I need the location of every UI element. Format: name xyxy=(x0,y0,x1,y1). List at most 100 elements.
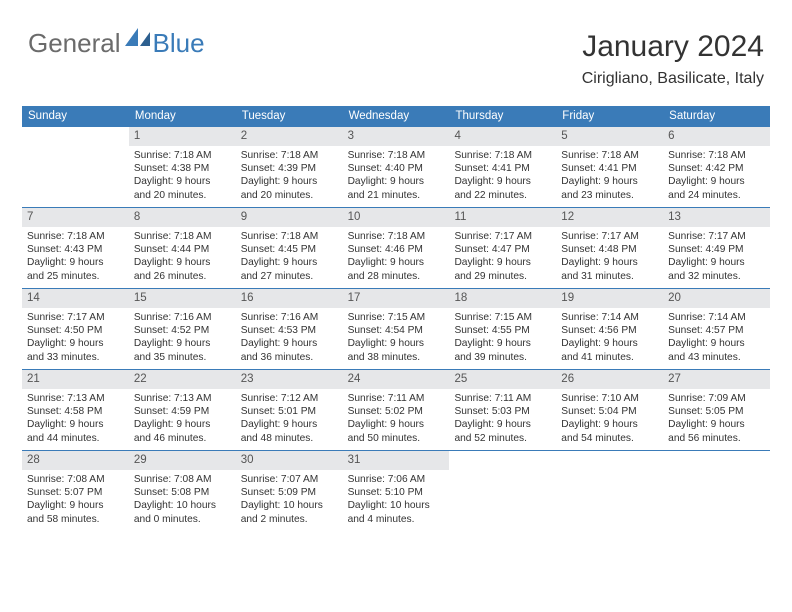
day-body: Sunrise: 7:16 AMSunset: 4:53 PMDaylight:… xyxy=(236,308,343,369)
day-line: and 0 minutes. xyxy=(134,513,231,526)
day-line: Daylight: 9 hours xyxy=(27,418,124,431)
day-line: and 27 minutes. xyxy=(241,270,338,283)
day-line: Sunrise: 7:11 AM xyxy=(348,392,445,405)
day-line: Daylight: 9 hours xyxy=(561,418,658,431)
day-body: Sunrise: 7:18 AMSunset: 4:39 PMDaylight:… xyxy=(236,146,343,207)
day-body: Sunrise: 7:18 AMSunset: 4:43 PMDaylight:… xyxy=(22,227,129,288)
day-line: and 36 minutes. xyxy=(241,351,338,364)
day-cell: 24Sunrise: 7:11 AMSunset: 5:02 PMDayligh… xyxy=(343,370,450,450)
day-cell: 16Sunrise: 7:16 AMSunset: 4:53 PMDayligh… xyxy=(236,289,343,369)
day-line: Daylight: 9 hours xyxy=(668,175,765,188)
day-line: Sunset: 4:45 PM xyxy=(241,243,338,256)
day-line: Sunrise: 7:07 AM xyxy=(241,473,338,486)
day-line: Sunset: 5:10 PM xyxy=(348,486,445,499)
day-number: 25 xyxy=(449,370,556,389)
day-line: Sunset: 4:49 PM xyxy=(668,243,765,256)
day-line: and 23 minutes. xyxy=(561,189,658,202)
day-number: 18 xyxy=(449,289,556,308)
day-line: Daylight: 9 hours xyxy=(348,175,445,188)
day-line: Sunset: 5:02 PM xyxy=(348,405,445,418)
day-number: 10 xyxy=(343,208,450,227)
day-line: Sunrise: 7:12 AM xyxy=(241,392,338,405)
day-cell: 6Sunrise: 7:18 AMSunset: 4:42 PMDaylight… xyxy=(663,127,770,207)
day-number: 21 xyxy=(22,370,129,389)
day-line: Sunrise: 7:17 AM xyxy=(454,230,551,243)
day-line: Sunrise: 7:11 AM xyxy=(454,392,551,405)
day-number xyxy=(556,451,663,455)
day-line: Daylight: 9 hours xyxy=(668,256,765,269)
day-cell: 8Sunrise: 7:18 AMSunset: 4:44 PMDaylight… xyxy=(129,208,236,288)
day-line: Sunset: 5:03 PM xyxy=(454,405,551,418)
day-number: 4 xyxy=(449,127,556,146)
day-line: Sunset: 5:05 PM xyxy=(668,405,765,418)
day-line: Daylight: 9 hours xyxy=(668,337,765,350)
day-line: and 56 minutes. xyxy=(668,432,765,445)
day-line: Sunrise: 7:17 AM xyxy=(27,311,124,324)
day-body: Sunrise: 7:14 AMSunset: 4:56 PMDaylight:… xyxy=(556,308,663,369)
day-line: Daylight: 9 hours xyxy=(27,499,124,512)
day-line: Sunrise: 7:10 AM xyxy=(561,392,658,405)
day-body: Sunrise: 7:18 AMSunset: 4:45 PMDaylight:… xyxy=(236,227,343,288)
day-body: Sunrise: 7:16 AMSunset: 4:52 PMDaylight:… xyxy=(129,308,236,369)
day-line: and 33 minutes. xyxy=(27,351,124,364)
day-cell: 21Sunrise: 7:13 AMSunset: 4:58 PMDayligh… xyxy=(22,370,129,450)
day-body: Sunrise: 7:18 AMSunset: 4:42 PMDaylight:… xyxy=(663,146,770,207)
day-line: Daylight: 9 hours xyxy=(561,337,658,350)
day-cell: 9Sunrise: 7:18 AMSunset: 4:45 PMDaylight… xyxy=(236,208,343,288)
day-line: and 46 minutes. xyxy=(134,432,231,445)
location-label: Cirigliano, Basilicate, Italy xyxy=(582,70,764,88)
day-line: Sunrise: 7:13 AM xyxy=(27,392,124,405)
day-line: Sunrise: 7:18 AM xyxy=(454,149,551,162)
day-number xyxy=(449,451,556,455)
day-line: Sunrise: 7:18 AM xyxy=(348,230,445,243)
day-cell: 1Sunrise: 7:18 AMSunset: 4:38 PMDaylight… xyxy=(129,127,236,207)
week-row: 28Sunrise: 7:08 AMSunset: 5:07 PMDayligh… xyxy=(22,450,770,531)
day-number: 6 xyxy=(663,127,770,146)
day-cell: 28Sunrise: 7:08 AMSunset: 5:07 PMDayligh… xyxy=(22,451,129,531)
day-number: 29 xyxy=(129,451,236,470)
day-line: and 58 minutes. xyxy=(27,513,124,526)
day-body: Sunrise: 7:18 AMSunset: 4:41 PMDaylight:… xyxy=(556,146,663,207)
day-body: Sunrise: 7:18 AMSunset: 4:46 PMDaylight:… xyxy=(343,227,450,288)
day-line: and 38 minutes. xyxy=(348,351,445,364)
day-line: Sunset: 5:09 PM xyxy=(241,486,338,499)
day-number: 30 xyxy=(236,451,343,470)
day-body: Sunrise: 7:08 AMSunset: 5:07 PMDaylight:… xyxy=(22,470,129,531)
day-cell: 22Sunrise: 7:13 AMSunset: 4:59 PMDayligh… xyxy=(129,370,236,450)
day-cell xyxy=(22,127,129,207)
day-number xyxy=(663,451,770,455)
day-line: Sunset: 4:52 PM xyxy=(134,324,231,337)
day-body: Sunrise: 7:09 AMSunset: 5:05 PMDaylight:… xyxy=(663,389,770,450)
day-cell xyxy=(663,451,770,531)
day-line: Sunset: 4:54 PM xyxy=(348,324,445,337)
day-line: Daylight: 9 hours xyxy=(454,175,551,188)
day-line: Sunrise: 7:18 AM xyxy=(134,230,231,243)
day-line: Daylight: 9 hours xyxy=(27,337,124,350)
day-line: Sunrise: 7:14 AM xyxy=(668,311,765,324)
day-cell: 20Sunrise: 7:14 AMSunset: 4:57 PMDayligh… xyxy=(663,289,770,369)
day-cell: 23Sunrise: 7:12 AMSunset: 5:01 PMDayligh… xyxy=(236,370,343,450)
day-line: and 24 minutes. xyxy=(668,189,765,202)
day-number: 8 xyxy=(129,208,236,227)
day-line: and 20 minutes. xyxy=(134,189,231,202)
day-line: and 28 minutes. xyxy=(348,270,445,283)
day-line: Sunrise: 7:17 AM xyxy=(561,230,658,243)
day-line: and 26 minutes. xyxy=(134,270,231,283)
day-line: and 44 minutes. xyxy=(27,432,124,445)
day-number: 23 xyxy=(236,370,343,389)
day-cell: 30Sunrise: 7:07 AMSunset: 5:09 PMDayligh… xyxy=(236,451,343,531)
logo-sail-icon xyxy=(125,28,151,55)
day-body: Sunrise: 7:18 AMSunset: 4:44 PMDaylight:… xyxy=(129,227,236,288)
day-line: Sunrise: 7:16 AM xyxy=(134,311,231,324)
day-line: Sunset: 4:41 PM xyxy=(561,162,658,175)
weekday-header-cell: Wednesday xyxy=(343,106,450,126)
day-line: and 32 minutes. xyxy=(668,270,765,283)
day-cell: 15Sunrise: 7:16 AMSunset: 4:52 PMDayligh… xyxy=(129,289,236,369)
day-body: Sunrise: 7:18 AMSunset: 4:41 PMDaylight:… xyxy=(449,146,556,207)
day-line: Sunrise: 7:09 AM xyxy=(668,392,765,405)
day-cell: 29Sunrise: 7:08 AMSunset: 5:08 PMDayligh… xyxy=(129,451,236,531)
day-number: 3 xyxy=(343,127,450,146)
day-cell: 4Sunrise: 7:18 AMSunset: 4:41 PMDaylight… xyxy=(449,127,556,207)
day-line: Sunset: 5:04 PM xyxy=(561,405,658,418)
day-line: and 20 minutes. xyxy=(241,189,338,202)
